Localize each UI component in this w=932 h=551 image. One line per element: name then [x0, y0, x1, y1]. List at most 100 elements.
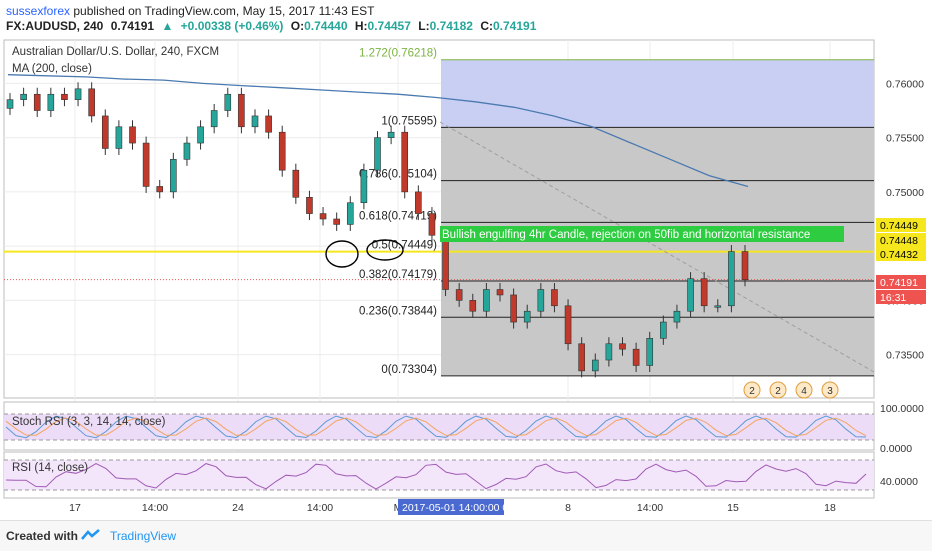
change-up-icon: ▲	[161, 19, 174, 33]
candle-body-24	[333, 218, 340, 225]
time-tick-5: 8	[565, 502, 571, 514]
price-badge-2	[876, 247, 926, 261]
candle-body-34	[469, 300, 477, 312]
candle-body-8	[115, 126, 123, 149]
rsi-tick-40: 40.0000	[880, 476, 918, 488]
candle-body-10	[142, 142, 150, 187]
time-tick-1: 14:00	[142, 502, 168, 514]
price-badge-text-3: 0.74191	[880, 277, 918, 289]
close-value: 0.74191	[492, 19, 537, 33]
circle-marker-right[interactable]	[366, 239, 404, 261]
published-text: published on TradingView.com, May 15, 20…	[73, 4, 375, 18]
candle-body-41	[564, 305, 572, 345]
circle-marker-left[interactable]	[325, 240, 359, 268]
event-badge-text-3: 3	[827, 386, 833, 397]
candle-body-11	[156, 186, 164, 193]
candle-body-50	[687, 278, 694, 312]
time-cursor-label: 2017-05-01 14:00:00 0	[402, 502, 508, 514]
candle-body-38	[523, 310, 531, 323]
candle-body-9	[129, 126, 136, 144]
candle-body-21	[292, 169, 300, 198]
fib-extension-zone	[441, 59, 874, 128]
price-tick-1: 0.75500	[886, 133, 924, 145]
change-value: +0.00338 (+0.46%)	[180, 19, 284, 33]
event-badge-text-2: 4	[801, 386, 807, 397]
candle-body-40	[551, 289, 558, 307]
candlesticks	[6, 82, 749, 378]
candle-body-3	[47, 93, 55, 111]
publish-header: sussexforex published on TradingView.com…	[6, 4, 374, 18]
legend-ma: MA (200, close)	[12, 63, 92, 75]
fib-label-0: 1.272(0.76218)	[359, 48, 437, 60]
event-badges[interactable]: 2 2 4 3	[743, 381, 839, 399]
open-label: O:	[290, 19, 305, 33]
price-axis[interactable]: 0.760000.755000.750000.745000.740000.735…	[876, 78, 926, 362]
candle-body-39	[537, 289, 545, 312]
candle-body-20	[278, 131, 286, 171]
candle-body-43	[591, 359, 599, 372]
event-badge-0[interactable]	[743, 381, 761, 399]
candle-body-15	[210, 110, 218, 128]
high-label: H:	[354, 19, 368, 33]
candle-body-0	[6, 99, 14, 109]
candle-body-52	[714, 305, 722, 308]
fib-levels: 1.272(0.76218) 1(0.75595) 0.786(0.75104) 0.…	[359, 48, 874, 377]
candle-body-46	[632, 348, 640, 366]
price-chart[interactable]: 1.272(0.76218) 1(0.75595) 0.786(0.75104) 0.…	[0, 36, 932, 520]
footer: Created with TradingView	[0, 520, 932, 551]
fib-label-7: 0(0.73304)	[381, 364, 437, 376]
candle-body-12	[170, 159, 177, 193]
event-badge-text-0: 2	[749, 386, 755, 397]
fib-label-3: 0.618(0.74719)	[359, 210, 437, 222]
tradingview-logo-icon	[81, 529, 100, 540]
candle-body-25	[346, 202, 354, 225]
open-value: 0.74440	[304, 19, 348, 33]
price-tick-0: 0.76000	[886, 78, 924, 90]
fib-label-2: 0.786(0.75104)	[359, 169, 437, 181]
candle-body-35	[483, 289, 490, 312]
rsi-band	[4, 460, 874, 490]
tradingview-brand-link[interactable]: TradingView	[110, 529, 177, 543]
candle-body-29	[401, 131, 409, 193]
candle-body-28	[387, 131, 395, 138]
candle-body-16	[224, 93, 232, 111]
candle-body-23	[319, 213, 327, 220]
price-tick-5: 0.73500	[886, 350, 924, 362]
event-badge-3[interactable]	[821, 381, 839, 399]
stoch-k-line	[5, 415, 867, 439]
candle-body-47	[646, 338, 654, 366]
candle-body-14	[197, 126, 204, 144]
candle-body-2	[33, 93, 41, 111]
time-tick-3: 14:00	[307, 502, 333, 514]
candle-body-42	[578, 343, 585, 372]
time-tick-8: 18	[824, 502, 836, 514]
price-tick-2: 0.75000	[886, 187, 924, 199]
close-label: C:	[480, 19, 493, 33]
high-value: 0.74457	[367, 19, 411, 33]
candle-body-33	[455, 289, 463, 301]
ma-200-line	[7, 74, 749, 188]
time-cursor-badge	[398, 499, 504, 515]
time-tick-2: 24	[232, 502, 244, 514]
fib-label-1: 1(0.75595)	[381, 115, 437, 127]
event-badge-1[interactable]	[769, 381, 787, 399]
event-badge-2[interactable]	[795, 381, 813, 399]
stoch-tick-100: 100.0000	[880, 403, 924, 415]
legend-title: Australian Dollar/U.S. Dollar, 240, FXCM	[12, 46, 219, 58]
candle-body-37	[510, 294, 517, 323]
candle-body-45	[619, 343, 626, 350]
candle-body-48	[660, 321, 667, 339]
candle-body-26	[360, 169, 368, 204]
price-badge-text-4: 16:31	[880, 292, 906, 304]
candle-body-54	[741, 251, 749, 281]
low-label: L:	[418, 19, 430, 33]
author-link[interactable]: sussexforex	[6, 4, 71, 18]
candle-body-32	[442, 234, 449, 290]
annotation-box[interactable]	[440, 226, 844, 242]
rsi-label: RSI (14, close)	[12, 462, 88, 474]
candle-body-49	[673, 310, 681, 323]
candle-body-17	[238, 93, 245, 128]
symbol-header: FX:AUDUSD, 240 0.74191 ▲ +0.00338 (+0.46…	[6, 19, 540, 33]
candle-body-6	[88, 88, 95, 117]
